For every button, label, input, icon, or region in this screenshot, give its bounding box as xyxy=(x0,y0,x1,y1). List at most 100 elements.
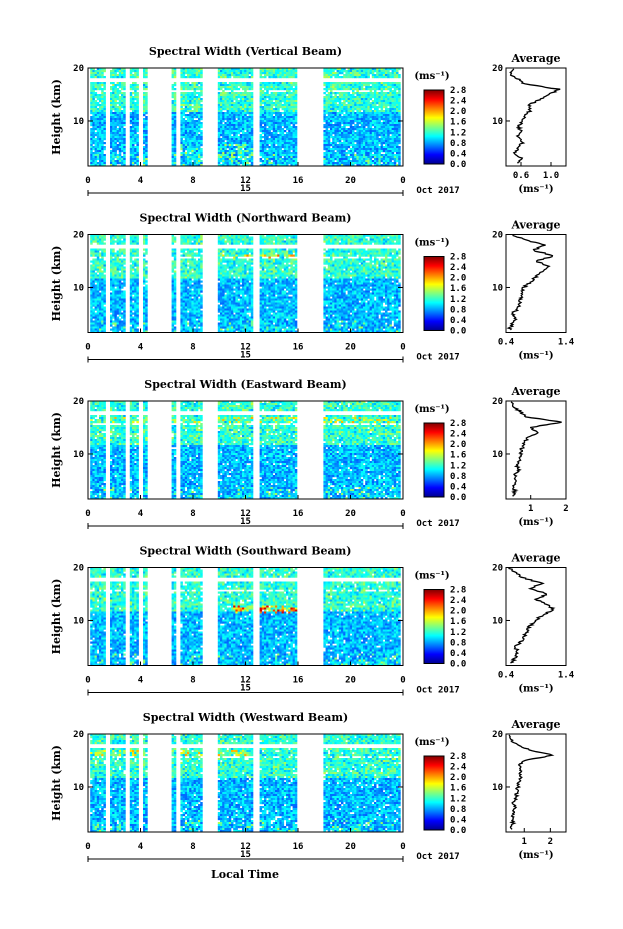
heatmap-cell xyxy=(290,158,293,161)
heatmap-cell xyxy=(101,96,104,99)
heatmap-cell xyxy=(341,84,344,87)
heatmap-cell xyxy=(134,152,137,155)
heatmap-cell xyxy=(182,148,186,151)
heatmap-cell xyxy=(378,96,381,99)
heatmap-cell xyxy=(398,110,401,113)
heatmap-cell xyxy=(369,136,373,139)
heatmap-cell xyxy=(231,138,234,141)
heatmap-cell xyxy=(327,110,331,113)
heatmap-cell xyxy=(96,288,100,291)
heatmap-cell xyxy=(277,124,280,127)
heatmap-cell xyxy=(239,98,243,101)
avg-x-tick-label: 0.6 xyxy=(513,171,529,181)
heatmap-cell xyxy=(334,126,337,129)
heatmap-cell xyxy=(338,88,342,91)
heatmap-cell xyxy=(116,106,120,109)
heatmap-cell xyxy=(283,100,287,103)
heatmap-cell xyxy=(360,138,364,141)
heatmap-cell xyxy=(261,116,265,119)
heatmap-cell xyxy=(228,128,232,131)
heatmap-cell xyxy=(217,70,221,73)
colorbar-tick-label: 1.6 xyxy=(450,118,466,128)
heatmap-cell xyxy=(239,138,243,141)
heatmap-cell xyxy=(338,116,342,119)
heatmap-cell xyxy=(92,284,95,287)
heatmap-cell xyxy=(222,132,225,135)
heatmap-cell xyxy=(277,142,280,145)
heatmap-cell xyxy=(195,74,199,77)
heatmap-cell xyxy=(338,108,342,111)
heatmap-cell xyxy=(354,124,357,127)
heatmap-cell xyxy=(387,156,390,159)
heatmap-cell xyxy=(129,70,133,73)
heatmap-cell xyxy=(294,112,298,115)
heatmap-cell xyxy=(110,162,113,165)
heatmap-cell xyxy=(239,102,243,105)
heatmap-cell xyxy=(118,236,122,239)
heatmap-cell xyxy=(94,290,98,293)
heatmap-cell xyxy=(349,74,353,77)
heatmap-cell xyxy=(391,150,395,153)
heatmap-cell xyxy=(226,72,230,75)
heatmap-cell xyxy=(114,102,117,105)
heatmap-cell xyxy=(367,116,370,119)
heatmap-cell xyxy=(193,120,197,123)
heatmap-cell xyxy=(132,82,135,85)
heatmap-cell xyxy=(184,156,188,159)
heatmap-cell xyxy=(189,118,192,121)
heatmap-cell xyxy=(217,98,221,101)
heatmap-cell xyxy=(290,136,293,139)
heatmap-cell xyxy=(92,252,95,255)
heatmap-cell xyxy=(356,116,359,119)
heatmap-cell xyxy=(101,330,104,333)
heatmap-cell xyxy=(182,146,186,149)
heatmap-cell xyxy=(347,114,351,117)
heatmap-cell xyxy=(279,162,282,165)
heatmap-cell xyxy=(123,160,126,163)
heatmap-cell xyxy=(237,124,241,127)
heatmap-cell xyxy=(369,94,373,97)
heatmap-cell xyxy=(264,116,267,119)
heatmap-cell xyxy=(132,110,135,113)
heatmap-cell xyxy=(323,130,326,133)
heatmap-cell xyxy=(347,94,351,97)
heatmap-cell xyxy=(283,68,287,71)
heatmap-cell xyxy=(246,104,249,107)
heatmap-cell xyxy=(99,238,102,241)
heatmap-cell xyxy=(281,68,285,71)
heatmap-cell xyxy=(376,106,379,109)
heatmap-cell xyxy=(371,88,375,91)
heatmap-cell xyxy=(226,122,230,125)
heatmap-cell xyxy=(145,124,148,127)
heatmap-cell xyxy=(266,144,269,147)
heatmap-cell xyxy=(264,72,267,75)
heatmap-cell xyxy=(349,162,353,165)
x-tick-label: 16 xyxy=(293,176,304,186)
heatmap-cell xyxy=(334,152,337,155)
heatmap-cell xyxy=(354,86,357,89)
heatmap-cell xyxy=(235,152,238,155)
heatmap-cell xyxy=(371,70,375,73)
heatmap-cell xyxy=(123,120,126,123)
heatmap-cell xyxy=(233,164,236,167)
heatmap-cell xyxy=(275,134,278,137)
heatmap-cell xyxy=(365,94,368,97)
heatmap-cell xyxy=(103,242,106,245)
heatmap-cell xyxy=(398,148,401,151)
heatmap-cell xyxy=(112,242,115,245)
heatmap-cell xyxy=(193,148,197,151)
heatmap-cell xyxy=(261,98,265,101)
heatmap-cell xyxy=(90,130,93,133)
heatmap-cell xyxy=(294,72,298,75)
heatmap-cell xyxy=(145,142,148,145)
heatmap-cell xyxy=(393,116,397,119)
heatmap-cell xyxy=(96,264,100,267)
heatmap-cell xyxy=(345,72,348,75)
heatmap-cell xyxy=(281,70,285,73)
heatmap-cell xyxy=(391,116,395,119)
heatmap-cell xyxy=(246,126,249,129)
heatmap-cell xyxy=(248,102,252,105)
heatmap-cell xyxy=(385,96,388,99)
heatmap-cell xyxy=(132,154,135,157)
heatmap-cell xyxy=(371,148,375,151)
